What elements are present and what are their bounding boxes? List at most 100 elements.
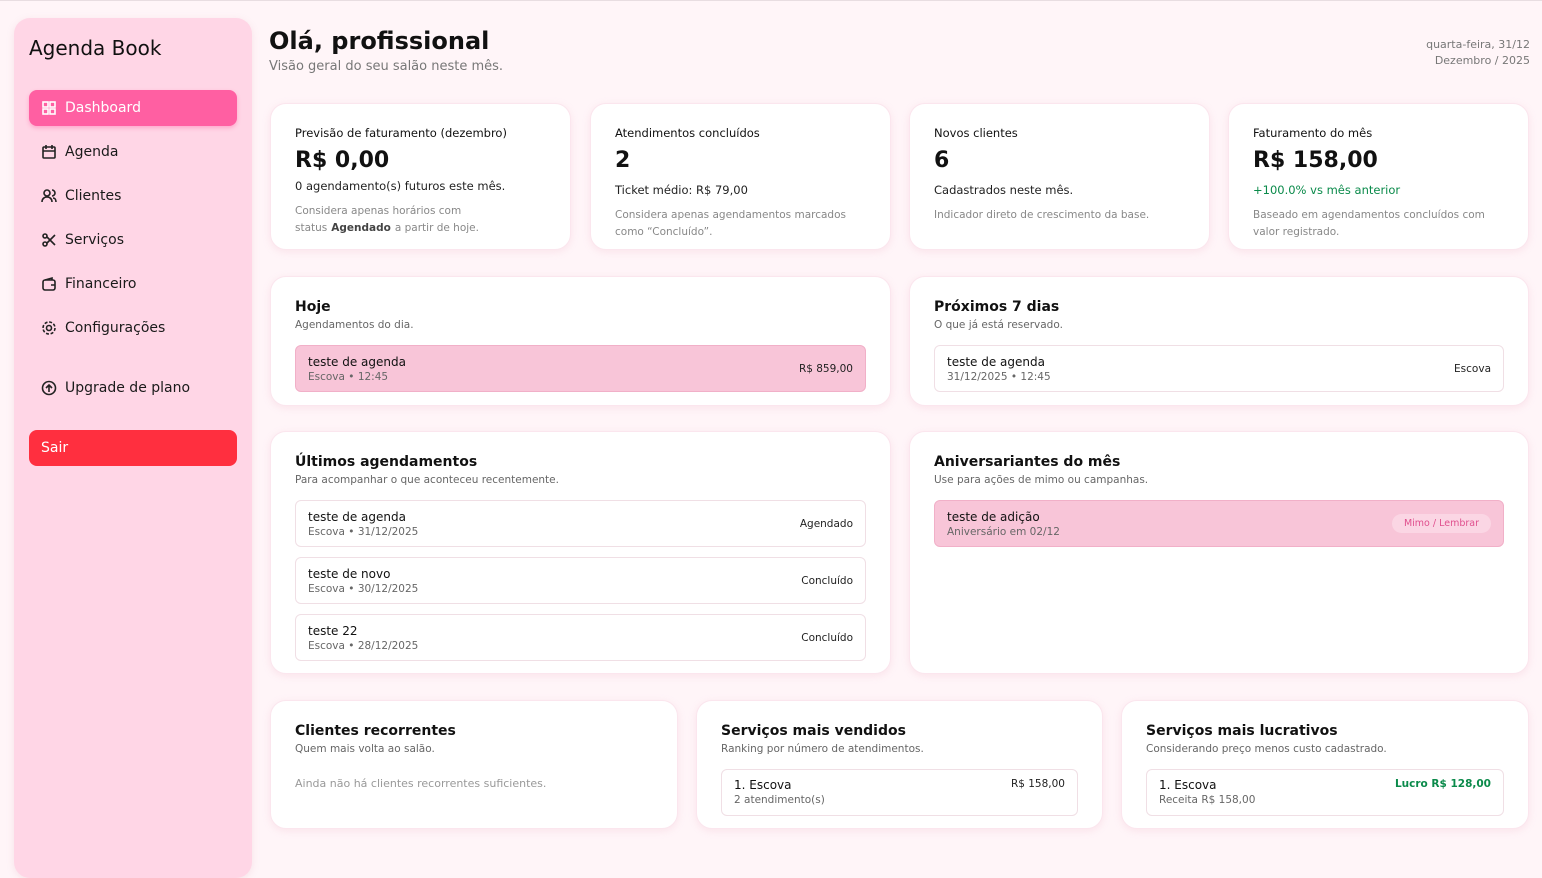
card-subtitle: Quem mais volta ao salão. — [295, 743, 435, 755]
item-status: Concluído — [801, 574, 853, 587]
note-strong: Agendado — [331, 222, 391, 234]
item-name: teste de agenda — [308, 509, 406, 524]
stat-card: Faturamento do mês R$ 158,00 +100.0% vs … — [1228, 103, 1529, 250]
item-status: Agendado — [799, 517, 853, 530]
empty-state: Ainda não há clientes recorrentes sufici… — [295, 777, 547, 790]
stat-detail: Ticket médio: R$ 79,00 — [615, 183, 748, 197]
birthdays-card: Aniversariantes do mês Use para ações de… — [909, 431, 1529, 674]
appointment[interactable]: teste de agenda 31/12/2025 • 12:45 Escova — [934, 345, 1504, 392]
nav-label: Agenda — [65, 144, 119, 160]
upgrade-button[interactable]: Upgrade de plano — [29, 370, 237, 406]
icon — [42, 145, 56, 159]
card-title: Últimos agendamentos — [295, 454, 478, 470]
nav-item[interactable]: Configurações — [29, 310, 237, 346]
item-name: 1. Escova — [734, 778, 792, 792]
item-meta: Aniversário em 02/12 — [947, 525, 1060, 538]
stat-label: Atendimentos concluídos — [615, 126, 760, 140]
stat-note: Indicador direto de crescimento da base. — [934, 209, 1150, 221]
card-subtitle: Use para ações de mimo ou campanhas. — [934, 474, 1149, 486]
stat-label: Faturamento do mês — [1253, 126, 1373, 140]
item-price: R$ 859,00 — [798, 362, 853, 375]
appointment[interactable]: teste de novo Escova • 30/12/2025 Concluíd… — [295, 557, 866, 604]
ranking-item: 1. Escova Receita R$ 158,00 Lucro R$ 128,0… — [1146, 769, 1504, 816]
item-name: 1. Escova — [1159, 778, 1217, 792]
card-title: Próximos 7 dias — [934, 299, 1060, 315]
icon — [41, 189, 57, 203]
item-meta: 31/12/2025 • 12:45 — [947, 370, 1051, 383]
item-meta: 2 atendimento(s) — [734, 794, 825, 806]
nav-item[interactable]: Agenda — [29, 134, 237, 170]
item-meta: Escova • 28/12/2025 — [308, 639, 419, 652]
nav-label: Serviços — [65, 232, 124, 248]
nav-label: Clientes — [65, 188, 122, 204]
today-card: Hoje Agendamentos do dia. teste de agend… — [270, 276, 891, 406]
stat-note: Considera apenas horários com status Agen… — [295, 203, 546, 237]
item-value: Lucro R$ 128,00 — [1394, 778, 1491, 790]
card-title: Aniversariantes do mês — [934, 454, 1121, 470]
card-subtitle: O que já está reservado. — [934, 319, 1063, 331]
icon — [42, 233, 56, 247]
nav-item[interactable]: Serviços — [29, 222, 237, 258]
date-month: Dezembro / 2025 — [1434, 54, 1530, 67]
nav-item[interactable]: Financeiro — [29, 266, 237, 302]
badge[interactable]: Mimo / Lembrar — [1391, 514, 1491, 533]
nav-item[interactable]: Clientes — [29, 178, 237, 214]
stat-detail: Cadastrados neste mês. — [934, 183, 1074, 197]
stat-value: R$ 158,00 — [1253, 148, 1378, 173]
item-meta: Escova • 12:45 — [308, 370, 389, 383]
stat-detail: 0 agendamento(s) futuros este mês. — [295, 179, 506, 193]
item-name: teste 22 — [308, 623, 358, 638]
item-meta: Escova • 31/12/2025 — [308, 525, 419, 538]
item-status: Concluído — [801, 631, 853, 644]
item-service: Escova — [1454, 362, 1491, 375]
birthday[interactable]: teste de adição Aniversário em 02/12 Mimo … — [934, 500, 1504, 547]
recurring-card: Clientes recorrentes Quem mais volta ao … — [270, 700, 678, 829]
item-name: teste de adição — [947, 509, 1040, 524]
item-meta: Escova • 30/12/2025 — [308, 582, 419, 595]
stat-note: Baseado em agendamentos concluídos com v… — [1253, 209, 1485, 238]
next-days-card: Próximos 7 dias O que já está reservado.… — [909, 276, 1529, 406]
recent-card: Últimos agendamentos Para acompanhar o q… — [270, 431, 891, 674]
card-subtitle: Ranking por número de atendimentos. — [721, 743, 924, 755]
appointment[interactable]: teste de agenda Escova • 12:45 R$ 859,00 — [295, 345, 866, 392]
icon — [42, 101, 56, 115]
card-title: Serviços mais lucrativos — [1146, 723, 1338, 739]
note-text: Considera apenas horários com status — [295, 205, 462, 234]
appointment[interactable]: teste de agenda Escova • 31/12/2025 Agenda… — [295, 500, 866, 547]
card-title: Serviços mais vendidos — [721, 723, 906, 739]
item-name: teste de novo — [308, 566, 391, 581]
item-value: R$ 158,00 — [1010, 778, 1065, 790]
top-sold-card: Serviços mais vendidos Ranking por númer… — [696, 700, 1103, 829]
appointment[interactable]: teste 22 Escova • 28/12/2025 Concluído — [295, 614, 866, 661]
stat-card: Novos clientes 6 Cadastrados neste mês. … — [909, 103, 1210, 250]
date-day: quarta-feira, 31/12 — [1426, 38, 1530, 51]
upgrade-label: Upgrade de plano — [65, 380, 191, 396]
nav-label: Financeiro — [65, 276, 137, 292]
stat-label: Novos clientes — [934, 126, 1018, 140]
page-subtitle: Visão geral do seu salão neste mês. — [269, 59, 504, 74]
stat-value: 2 — [615, 148, 631, 173]
card-title: Hoje — [295, 299, 331, 315]
card-title: Clientes recorrentes — [295, 723, 456, 739]
stat-label: Previsão de faturamento (dezembro) — [295, 126, 507, 140]
logout-label: Sair — [41, 440, 69, 456]
top-profit-card: Serviços mais lucrativos Considerando pr… — [1121, 700, 1529, 829]
note-text: a partir de hoje. — [394, 222, 479, 234]
icon — [42, 276, 56, 291]
ranking-item: 1. Escova 2 atendimento(s) R$ 158,00 — [721, 769, 1078, 816]
stat-value: R$ 0,00 — [295, 148, 390, 173]
logout-button[interactable]: Sair — [29, 430, 237, 466]
icon — [42, 321, 56, 335]
sidebar: Agenda Book Dashboard Agenda Clientes Se… — [14, 18, 252, 878]
stat-detail: +100.0% vs mês anterior — [1253, 183, 1401, 197]
brand: Agenda Book — [29, 36, 162, 60]
card-subtitle: Para acompanhar o que aconteceu recentem… — [295, 474, 559, 486]
nav-item[interactable]: Dashboard — [29, 90, 237, 126]
stat-card: Previsão de faturamento (dezembro) R$ 0,… — [270, 103, 571, 250]
icon — [41, 380, 57, 396]
item-name: teste de agenda — [308, 354, 406, 369]
nav-label: Dashboard — [65, 100, 141, 116]
nav-label: Configurações — [65, 320, 166, 336]
item-name: teste de agenda — [947, 354, 1045, 369]
